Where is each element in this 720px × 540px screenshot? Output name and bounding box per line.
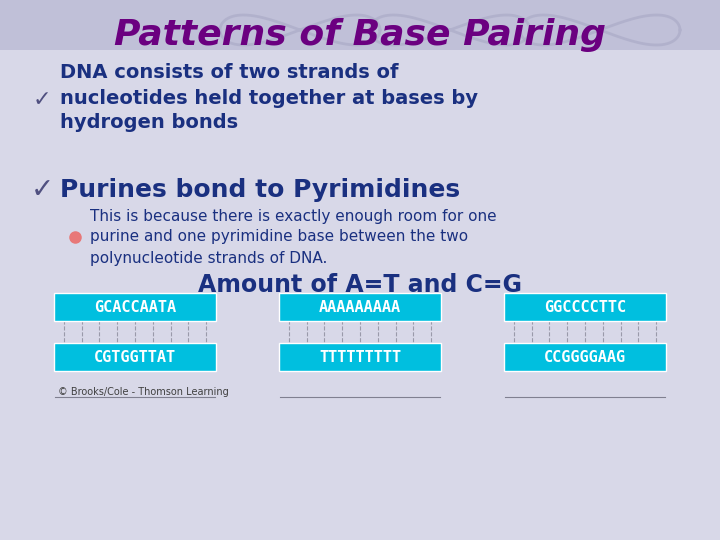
FancyBboxPatch shape xyxy=(0,0,720,50)
FancyBboxPatch shape xyxy=(504,343,666,371)
FancyBboxPatch shape xyxy=(504,293,666,321)
Text: ✓: ✓ xyxy=(32,90,51,110)
Text: © Brooks/Cole - Thomson Learning: © Brooks/Cole - Thomson Learning xyxy=(58,387,229,397)
FancyBboxPatch shape xyxy=(54,293,216,321)
FancyBboxPatch shape xyxy=(279,343,441,371)
Text: GCACCAATA: GCACCAATA xyxy=(94,300,176,314)
FancyBboxPatch shape xyxy=(279,293,441,321)
Text: ✓: ✓ xyxy=(30,176,53,204)
Text: This is because there is exactly enough room for one
purine and one pyrimidine b: This is because there is exactly enough … xyxy=(90,208,497,266)
Text: CGTGGTTAT: CGTGGTTAT xyxy=(94,349,176,364)
FancyBboxPatch shape xyxy=(54,343,216,371)
Text: Purines bond to Pyrimidines: Purines bond to Pyrimidines xyxy=(60,178,460,202)
Text: GGCCCCTTC: GGCCCCTTC xyxy=(544,300,626,314)
Text: TTTTTTTTT: TTTTTTTTT xyxy=(319,349,401,364)
Text: AAAAAAAAA: AAAAAAAAA xyxy=(319,300,401,314)
Text: DNA consists of two strands of
nucleotides held together at bases by
hydrogen bo: DNA consists of two strands of nucleotid… xyxy=(60,64,478,132)
Text: Patterns of Base Pairing: Patterns of Base Pairing xyxy=(114,18,606,52)
Text: CCGGGGAAG: CCGGGGAAG xyxy=(544,349,626,364)
Text: Amount of A=T and C=G: Amount of A=T and C=G xyxy=(198,273,522,297)
